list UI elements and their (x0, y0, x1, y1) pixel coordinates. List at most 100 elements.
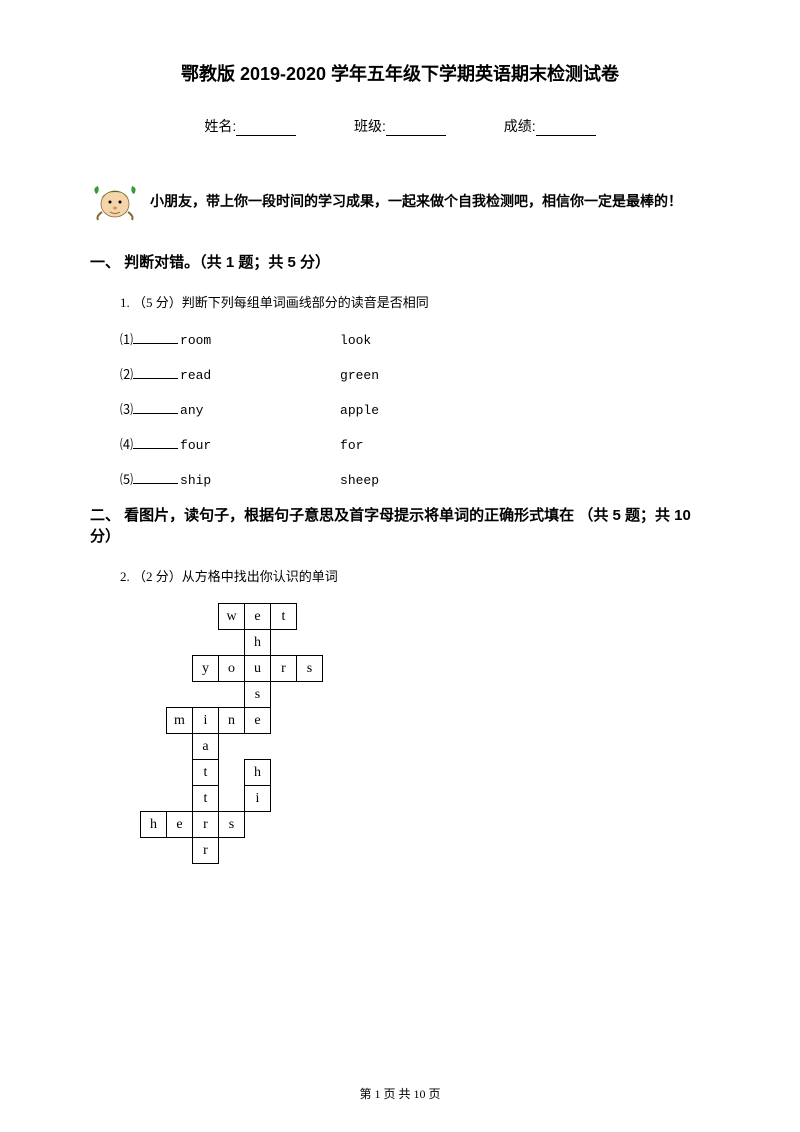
word-1: ship (180, 473, 240, 488)
page-footer: 第 1 页 共 10 页 (0, 1085, 800, 1102)
question-2: 2. （2 分）从方格中找出你认识的单词 (120, 566, 710, 585)
crossword-cell (271, 682, 297, 708)
crossword-cell (323, 786, 349, 812)
crossword-cell (245, 838, 271, 864)
crossword-cell (219, 630, 245, 656)
crossword-cell (271, 708, 297, 734)
word-2: for (340, 438, 363, 453)
subq-num: ⑶ (120, 402, 133, 417)
crossword-cell: t (193, 760, 219, 786)
crossword-cell (323, 708, 349, 734)
crossword-cell: h (245, 760, 271, 786)
crossword-cell (297, 734, 323, 760)
answer-blank[interactable] (133, 366, 178, 379)
crossword-cell: o (219, 656, 245, 682)
crossword-cell (323, 760, 349, 786)
crossword-cell: u (245, 656, 271, 682)
crossword-cell (141, 760, 167, 786)
crossword-cell: t (193, 786, 219, 812)
crossword-cell: e (245, 604, 271, 630)
crossword-cell (219, 734, 245, 760)
answer-blank[interactable] (133, 401, 178, 414)
subq-num: ⑸ (120, 472, 133, 487)
crossword-cell (271, 786, 297, 812)
crossword-cell: t (271, 604, 297, 630)
crossword-cell: s (245, 682, 271, 708)
crossword-cell (323, 682, 349, 708)
word-1: room (180, 333, 240, 348)
crossword-cell (323, 812, 349, 838)
section-2-header: 二、 看图片，读句子，根据句子意思及首字母提示将单词的正确形式填在 （共 5 题… (90, 504, 710, 546)
subq-num: ⑵ (120, 367, 133, 382)
crossword-cell (245, 812, 271, 838)
crossword-cell (167, 656, 193, 682)
crossword-cell (297, 786, 323, 812)
crossword-cell: r (271, 656, 297, 682)
word-2: apple (340, 403, 379, 418)
crossword-cell: i (245, 786, 271, 812)
crossword-cell (219, 838, 245, 864)
class-blank[interactable] (386, 120, 446, 136)
crossword-cell (297, 630, 323, 656)
crossword-cell: s (219, 812, 245, 838)
word-2: sheep (340, 473, 379, 488)
crossword-cell (141, 734, 167, 760)
subq-num: ⑴ (120, 332, 133, 347)
crossword-cell (271, 734, 297, 760)
word-1: read (180, 368, 240, 383)
crossword-cell: a (193, 734, 219, 760)
crossword-cell (167, 630, 193, 656)
crossword-cell (219, 682, 245, 708)
crossword-cell (141, 656, 167, 682)
crossword-cell: y (193, 656, 219, 682)
crossword-cell (245, 734, 271, 760)
word-2: green (340, 368, 379, 383)
word-1: four (180, 438, 240, 453)
crossword-cell (167, 786, 193, 812)
crossword-cell (271, 812, 297, 838)
name-blank[interactable] (236, 120, 296, 136)
crossword-cell: e (167, 812, 193, 838)
subquestion-4: ⑷ four for (120, 434, 710, 453)
crossword-cell (297, 682, 323, 708)
crossword-cell: h (245, 630, 271, 656)
page-title: 鄂教版 2019-2020 学年五年级下学期英语期末检测试卷 (90, 60, 710, 86)
answer-blank[interactable] (133, 436, 178, 449)
crossword-cell: e (245, 708, 271, 734)
crossword-cell (167, 682, 193, 708)
answer-blank[interactable] (133, 471, 178, 484)
crossword-cell (297, 838, 323, 864)
crossword-cell (271, 838, 297, 864)
crossword-cell (141, 630, 167, 656)
subquestion-3: ⑶ anyapple (120, 399, 710, 418)
intro-row: 小朋友，带上你一段时间的学习成果，一起来做个自我检测吧，相信你一定是最棒的！ (90, 176, 710, 226)
crossword-cell: m (167, 708, 193, 734)
crossword-cell (219, 786, 245, 812)
crossword-cell: h (141, 812, 167, 838)
crossword-cell (141, 786, 167, 812)
crossword-cell (323, 734, 349, 760)
crossword-grid: wethyourssmineathtihersr (140, 603, 710, 864)
class-label: 班级: (354, 118, 386, 134)
mascot-icon (90, 176, 140, 226)
crossword-cell: s (297, 656, 323, 682)
crossword-cell (167, 838, 193, 864)
section-1-header: 一、 判断对错。（共 1 题；共 5 分） (90, 251, 710, 272)
crossword-cell (271, 760, 297, 786)
crossword-cell (167, 734, 193, 760)
intro-text: 小朋友，带上你一段时间的学习成果，一起来做个自我检测吧，相信你一定是最棒的！ (150, 191, 682, 211)
crossword-cell: n (219, 708, 245, 734)
crossword-cell: r (193, 838, 219, 864)
crossword-cell (167, 760, 193, 786)
answer-blank[interactable] (133, 331, 178, 344)
crossword-cell: w (219, 604, 245, 630)
crossword-cell (297, 760, 323, 786)
subquestion-2: ⑵ read green (120, 364, 710, 383)
score-label: 成绩: (504, 118, 536, 134)
subq-num: ⑷ (120, 437, 133, 452)
crossword-cell (193, 682, 219, 708)
score-blank[interactable] (536, 120, 596, 136)
crossword-cell (141, 838, 167, 864)
subquestion-1: ⑴roomlook (120, 329, 710, 348)
crossword-cell (297, 812, 323, 838)
